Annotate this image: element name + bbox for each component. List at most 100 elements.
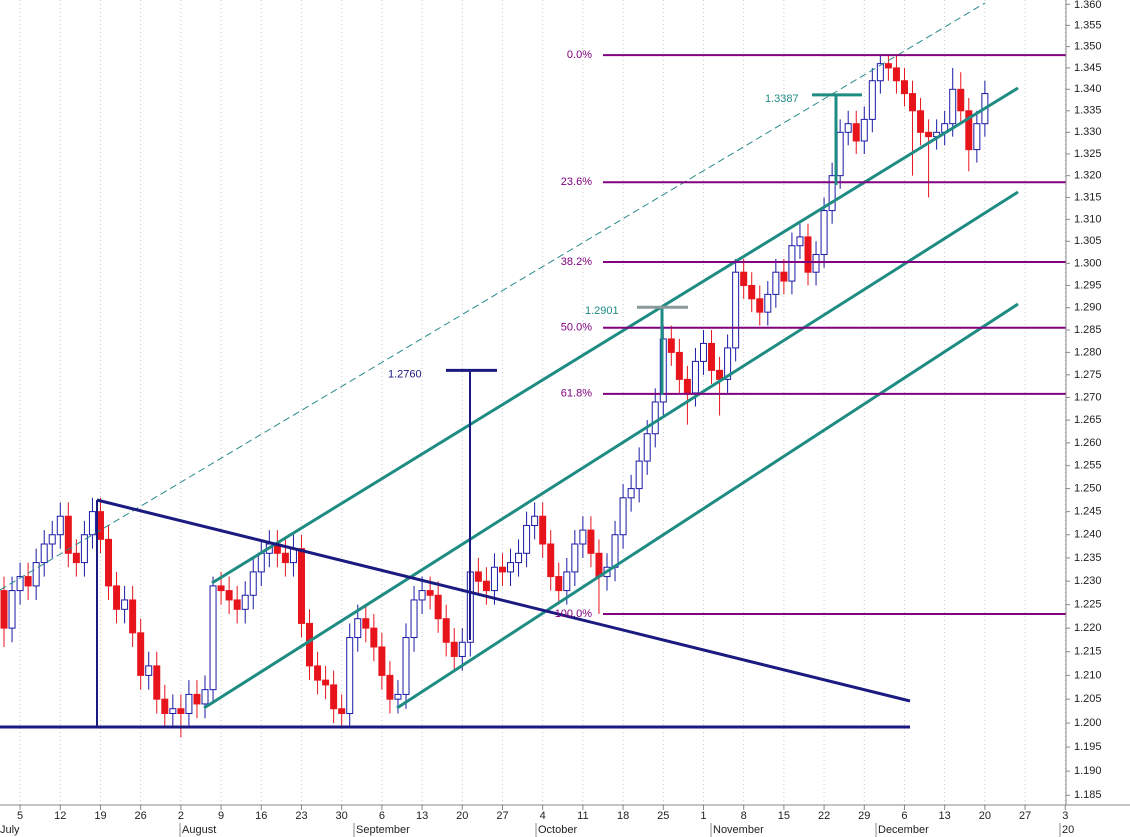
candle-body — [209, 585, 217, 691]
candle-body — [185, 693, 193, 714]
candle-body — [225, 590, 233, 601]
candle-body — [426, 590, 434, 596]
candle-body — [523, 524, 531, 554]
y-tick-label: 1.260 — [1074, 437, 1102, 449]
candle-body — [892, 67, 900, 82]
x-tick-label: 3 — [1062, 810, 1068, 822]
candle-body — [909, 93, 917, 112]
candle-body — [257, 552, 265, 573]
candle-body — [177, 708, 185, 714]
y-tick-label: 1.210 — [1074, 669, 1102, 681]
candle-body — [539, 515, 547, 545]
candle-body — [828, 175, 836, 212]
candle-body — [917, 110, 925, 133]
triangle-upper — [96, 498, 911, 703]
candle-body — [105, 538, 113, 587]
y-tick-label: 1.300 — [1074, 257, 1102, 269]
y-tick-label: 1.225 — [1074, 599, 1102, 611]
candle-body — [96, 511, 104, 540]
y-tick-label: 1.285 — [1074, 324, 1102, 336]
candle-body — [193, 693, 201, 705]
candle-body — [732, 271, 740, 349]
candle-body — [884, 63, 892, 69]
x-tick-label: 22 — [818, 810, 830, 822]
candle-body — [0, 590, 8, 629]
x-tick-label: 20 — [456, 810, 468, 822]
y-tick-label: 1.255 — [1074, 460, 1102, 472]
candle-body — [145, 665, 153, 676]
candle-body — [201, 689, 209, 705]
candle-body — [490, 566, 498, 592]
candle-body — [241, 594, 249, 610]
y-tick-label: 1.345 — [1074, 62, 1102, 74]
month-label: July — [0, 824, 20, 836]
candle-body — [788, 245, 796, 282]
candle-body — [56, 515, 64, 536]
candle-body — [306, 622, 314, 667]
candle-body — [418, 590, 426, 601]
candle-body — [80, 534, 88, 564]
candle-body — [498, 566, 506, 573]
candle-body — [322, 679, 330, 686]
candle-body — [450, 641, 458, 657]
channel-lower — [396, 302, 1019, 710]
candle-body — [442, 618, 450, 643]
candle-body — [40, 543, 48, 564]
candle-body — [900, 80, 908, 95]
y-tick-label: 1.245 — [1074, 506, 1102, 518]
candle-body — [844, 123, 852, 133]
candle-body — [949, 88, 957, 125]
y-tick-label: 1.195 — [1074, 741, 1102, 753]
candle-body — [555, 576, 563, 592]
candle-body — [531, 515, 539, 526]
candle-body — [957, 88, 965, 112]
y-tick-label: 1.185 — [1074, 789, 1102, 801]
x-tick-label: 25 — [657, 810, 669, 822]
candle-body — [515, 552, 523, 564]
x-tick-label: 29 — [858, 810, 870, 822]
x-tick-label: 16 — [255, 810, 267, 822]
candle-body — [796, 236, 804, 247]
candle-body — [129, 599, 137, 634]
candle-body — [587, 529, 595, 554]
candle-body — [297, 548, 305, 624]
candle-body — [32, 562, 40, 587]
candle-body — [611, 534, 619, 568]
candle-body — [402, 637, 410, 695]
candle-body — [378, 646, 386, 676]
candle-body — [289, 548, 297, 564]
y-tick-label: 1.360 — [1074, 0, 1102, 11]
candle-body — [780, 271, 788, 282]
y-tick-label: 1.290 — [1074, 302, 1102, 314]
candle-body — [876, 63, 884, 82]
candle-body — [386, 674, 394, 700]
fib-label: 0.0% — [567, 49, 592, 61]
y-tick-label: 1.330 — [1074, 126, 1102, 138]
candle-body — [48, 534, 56, 545]
x-tick-label: 13 — [416, 810, 428, 822]
y-tick-label: 1.235 — [1074, 552, 1102, 564]
x-tick-label: 27 — [1019, 810, 1031, 822]
candle-body — [354, 618, 362, 639]
candle-body — [691, 360, 699, 394]
candle-body — [64, 515, 72, 554]
candle-body — [619, 497, 627, 536]
candle-body — [121, 599, 129, 610]
candle-body — [756, 298, 764, 313]
candle-body — [547, 543, 555, 578]
fib-label: 50.0% — [561, 322, 592, 334]
y-tick-label: 1.190 — [1074, 765, 1102, 777]
candle-body — [16, 576, 24, 592]
fib-label: 38.2% — [561, 256, 592, 268]
x-tick-label: 30 — [336, 810, 348, 822]
candle-body — [434, 594, 442, 620]
candle-body — [217, 585, 225, 592]
candle-body — [88, 511, 96, 536]
candle-body — [699, 342, 707, 362]
y-tick-label: 1.305 — [1074, 235, 1102, 247]
candle-body — [507, 562, 515, 573]
y-tick-label: 1.310 — [1074, 213, 1102, 225]
month-label: November — [713, 824, 764, 836]
y-tick-label: 1.250 — [1074, 483, 1102, 495]
